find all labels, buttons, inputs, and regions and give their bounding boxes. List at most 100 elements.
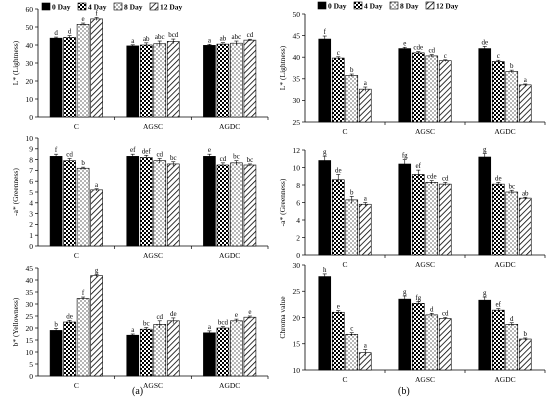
significance-letter: a (131, 37, 135, 45)
significance-letter: cd (156, 151, 163, 159)
significance-letter: de (170, 310, 177, 318)
significance-letter: a (364, 342, 368, 350)
y-tick-label: 6 (29, 177, 33, 186)
significance-letter: b (524, 330, 528, 338)
bar (76, 23, 90, 118)
bar (203, 332, 216, 377)
x-tick-label: AGDC (494, 127, 515, 136)
significance-letter: d (54, 29, 58, 37)
significance-letter: cd (66, 151, 73, 159)
bar (216, 327, 230, 377)
y-tick-label: 6 (296, 198, 300, 207)
legend-swatch (425, 1, 435, 10)
significance-letter: ef (416, 162, 422, 170)
bar (166, 320, 180, 377)
y-tick-label: 10 (26, 348, 34, 357)
bar (203, 156, 216, 247)
significance-letter: bc (508, 182, 515, 190)
y-tick-label: 8 (296, 181, 300, 190)
y-tick-label: 8 (29, 155, 33, 164)
bar (153, 324, 167, 377)
bar (505, 191, 519, 256)
bar (318, 38, 332, 123)
significance-letter: c (337, 49, 340, 57)
significance-letter: cde (413, 44, 423, 52)
bar (153, 43, 167, 118)
bar (166, 41, 180, 118)
y-tick-label: 5 (29, 360, 33, 369)
legend-swatch (149, 2, 159, 11)
y-tick-label: 40 (293, 53, 301, 62)
legend-swatch (389, 1, 399, 10)
y-tick-label: 12 (293, 146, 301, 155)
y-tick-label: 20 (293, 313, 301, 322)
bar (358, 88, 372, 123)
significance-letter: g (483, 146, 487, 154)
x-tick-label: AGSC (143, 122, 163, 131)
y-tick-label: 3 (29, 209, 33, 218)
bar (425, 314, 439, 371)
significance-letter: bcd (218, 319, 229, 327)
bar (126, 156, 140, 247)
bar (318, 276, 332, 371)
significance-letter: a (364, 195, 368, 203)
y-tick-label: 9 (29, 145, 33, 154)
significance-letter: de (66, 312, 73, 320)
y-axis-label: b* (Yellowness) (11, 297, 20, 346)
significance-letter: a (131, 326, 135, 334)
significance-letter: cde (427, 173, 437, 181)
y-tick-label: 50 (293, 10, 301, 19)
significance-letter: d (510, 315, 514, 323)
significance-letter: e (235, 311, 238, 319)
significance-letter: cd (442, 310, 449, 318)
significance-letter: e (208, 146, 211, 154)
bar (230, 162, 243, 247)
bar (126, 45, 140, 118)
bar (478, 156, 492, 256)
x-tick-label: AGDC (494, 375, 515, 384)
x-tick-label: AGDC (219, 381, 240, 390)
y-axis-label: L* (Lightness) (11, 40, 20, 85)
bar (126, 334, 140, 377)
significance-letter: a (208, 36, 212, 44)
significance-letter: cd (220, 155, 227, 163)
y-tick-label: 4 (296, 216, 300, 225)
legend-swatch (77, 2, 87, 11)
y-tick-label: 2 (29, 220, 33, 229)
significance-letter: d (430, 305, 434, 313)
bar (438, 183, 452, 256)
y-axis-label: -a* (Greenness) (278, 178, 287, 226)
y-tick-label: 25 (293, 287, 301, 296)
y-tick-label: 30 (293, 261, 301, 270)
y-tick-label: 10 (293, 366, 301, 375)
y-tick-label: 10 (26, 95, 34, 104)
bar (398, 48, 412, 123)
y-tick-label: 15 (26, 336, 34, 345)
bar (216, 164, 230, 247)
significance-letter: de (481, 38, 488, 46)
significance-letter: bc (247, 156, 254, 164)
x-tick-label: AGDC (494, 260, 515, 269)
legend-label: 4 Day (88, 3, 107, 12)
y-tick-label: 0 (296, 251, 300, 260)
bar (230, 42, 243, 118)
x-tick-label: AGDC (219, 122, 240, 131)
bar (491, 309, 505, 371)
significance-letter: abc (232, 33, 242, 41)
significance-letter: f (55, 146, 58, 154)
bar (425, 182, 439, 256)
bar (243, 316, 257, 377)
significance-letter: b (350, 188, 354, 196)
significance-letter: bc (143, 320, 150, 328)
bar (90, 275, 103, 377)
significance-letter: ab (143, 35, 150, 43)
legend-swatch (113, 2, 123, 11)
significance-letter: a (208, 323, 212, 331)
significance-letter: b (510, 62, 514, 70)
bar (411, 303, 425, 371)
bar (90, 18, 103, 118)
y-axis-label: L* (Lightness) (278, 45, 287, 90)
